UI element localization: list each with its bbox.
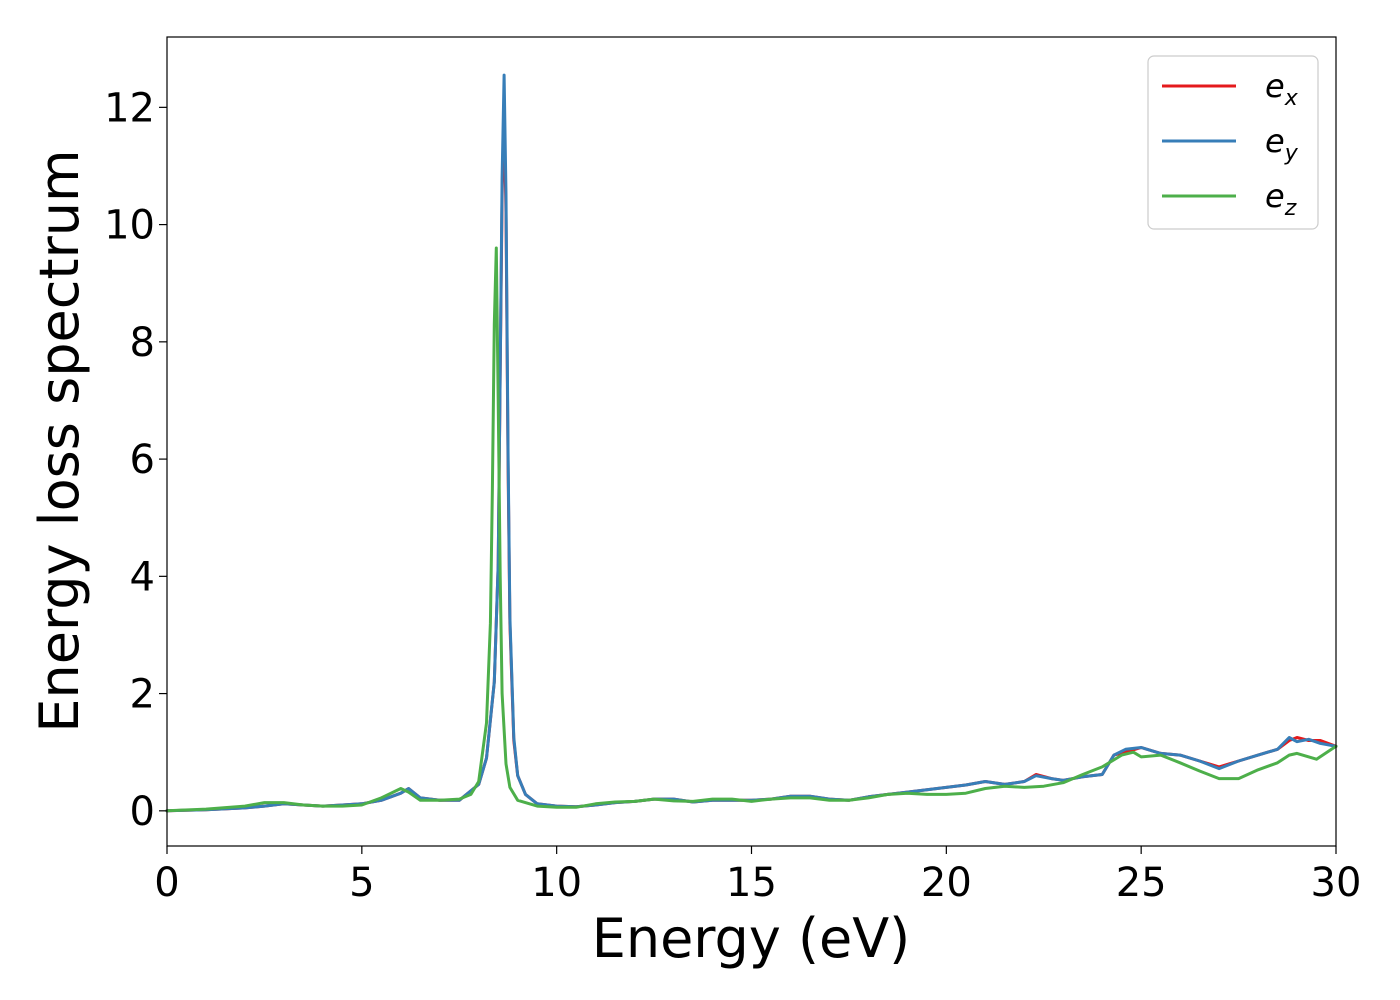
y-axis-ticks: 0 2 4 6 8 10 12 <box>104 85 167 835</box>
x-axis-title: Energy (eV) <box>592 907 911 970</box>
x-axis-ticks: 0 5 10 15 20 25 30 <box>154 846 1361 906</box>
x-tick-label: 0 <box>154 860 179 906</box>
x-tick-label: 15 <box>726 860 777 906</box>
x-tick-label: 25 <box>1116 860 1167 906</box>
y-axis-title: Energy loss spectrum <box>28 149 91 732</box>
y-tick-label: 2 <box>130 672 155 718</box>
x-tick-label: 10 <box>531 860 582 906</box>
y-tick-label: 0 <box>130 789 155 835</box>
y-tick-label: 6 <box>130 437 155 483</box>
plot-area <box>167 37 1336 846</box>
x-tick-label: 20 <box>921 860 972 906</box>
y-tick-label: 10 <box>104 203 155 249</box>
series-line-z <box>165 246 1338 813</box>
series-layer <box>165 73 1338 813</box>
y-tick-label: 12 <box>104 85 155 131</box>
y-tick-label: 4 <box>130 554 155 600</box>
y-tick-label: 8 <box>130 320 155 366</box>
x-tick-label: 5 <box>349 860 374 906</box>
x-tick-label: 30 <box>1311 860 1362 906</box>
